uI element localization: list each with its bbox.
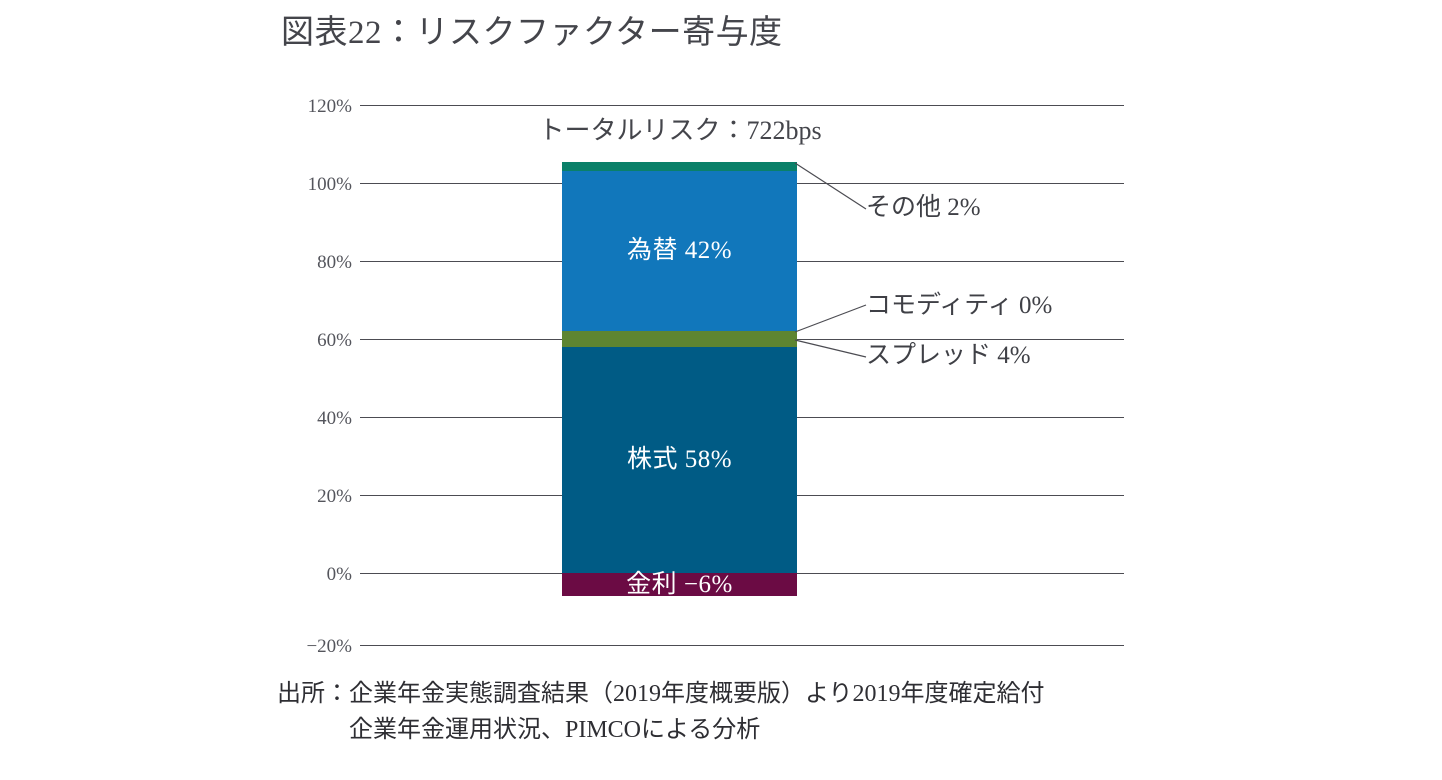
chart-title: 図表22：リスクファクター寄与度: [281, 15, 783, 51]
ytick-label-80: 80%: [317, 252, 352, 273]
gridline-120: [360, 105, 1124, 106]
gridline-neg20: [360, 645, 1124, 646]
bar-segment-other[interactable]: その他 2%: [562, 162, 797, 171]
total-risk-annotation: トータルリスク：722bps: [538, 116, 822, 145]
ytick-label-neg20: −20%: [306, 636, 352, 657]
ytick-label-100: 100%: [307, 174, 352, 195]
bar-segment-fx-label: 為替 42%: [626, 237, 733, 264]
source-footnote-line-1: 出所：企業年金実態調査結果（2019年度概要版）より2019年度確定給付: [277, 681, 1045, 707]
callout-spread: スプレッド 4%: [866, 342, 1031, 369]
ytick-label-40: 40%: [317, 408, 352, 429]
bar-segment-rates-label: 金利 −6%: [626, 570, 733, 598]
ytick-label-60: 60%: [317, 330, 352, 351]
ytick-label-120: 120%: [307, 96, 352, 117]
callout-commodity: コモディティ 0%: [866, 292, 1053, 319]
bar-segment-equity[interactable]: 株式 58%: [562, 347, 797, 573]
source-footnote: 出所：企業年金実態調査結果（2019年度概要版）より2019年度確定給付 企業年…: [277, 676, 1177, 748]
bar-segment-rates[interactable]: 金利 −6%: [562, 570, 797, 598]
bar-segment-equity-label: 株式 58%: [626, 446, 733, 473]
bar-segment-fx[interactable]: 為替 42%: [562, 171, 797, 331]
callout-other: その他 2%: [866, 194, 981, 221]
source-footnote-line-2: 企業年金運用状況、PIMCOによる分析: [349, 717, 761, 743]
ytick-label-20: 20%: [317, 486, 352, 507]
ytick-label-0: 0%: [326, 564, 352, 585]
plot-area: 120% 100% 80% 60% 40% 20% 0% −20% トータルリス…: [306, 96, 1124, 657]
bar-segment-spread[interactable]: スプレッド 4%: [562, 331, 797, 348]
